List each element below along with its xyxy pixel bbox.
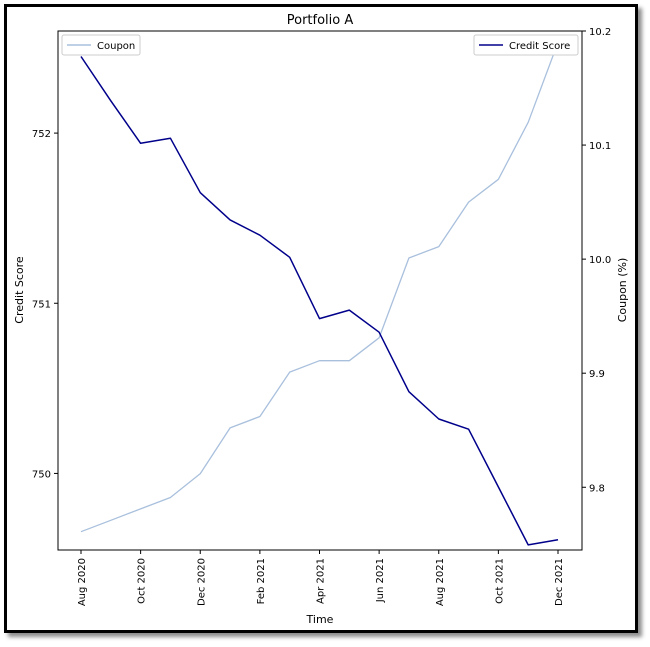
left-tick-label: 751 — [32, 299, 51, 310]
right-tick-label: 10.2 — [589, 27, 611, 38]
credit-score-line — [80, 56, 559, 546]
x-tick-label: Aug 2021 — [435, 558, 446, 606]
legend-coupon: Coupon — [61, 34, 141, 56]
legend-credit-score-label: Credit Score — [509, 41, 570, 52]
right-tick-label: 10.0 — [589, 255, 611, 266]
left-tick-label: 752 — [32, 129, 51, 140]
x-tick-label: Jun 2021 — [375, 558, 386, 603]
x-axis-label: Time — [306, 613, 334, 626]
legend-credit-score: Credit Score — [473, 34, 579, 56]
x-tick-label: Dec 2020 — [196, 558, 207, 606]
right-tick-label: 10.1 — [589, 141, 611, 152]
axis-ticks: Aug 2020 Oct 2020 Dec 2020 Feb 2021 Apr 2021… — [32, 27, 611, 606]
legend-coupon-label: Coupon — [97, 41, 135, 52]
x-tick-label: Oct 2020 — [137, 558, 148, 604]
right-tick-label: 9.9 — [589, 369, 605, 380]
x-tick-label: Feb 2021 — [256, 558, 267, 604]
plot-area — [57, 30, 583, 551]
x-tick-label: Oct 2021 — [494, 558, 505, 604]
chart-title: Portfolio A — [287, 13, 354, 28]
x-tick-label: Apr 2021 — [316, 558, 327, 604]
x-tick-label: Aug 2020 — [77, 558, 88, 606]
legend-credit-score-box — [473, 34, 579, 56]
left-tick-label: 750 — [32, 469, 51, 480]
coupon-line — [80, 42, 559, 533]
left-axis-label: Credit Score — [13, 256, 26, 324]
series-lines — [80, 42, 559, 546]
x-tick-label: Dec 2021 — [554, 558, 565, 606]
right-axis-label: Coupon (%) — [616, 258, 629, 323]
legend-coupon-box — [61, 34, 141, 56]
right-tick-label: 9.8 — [589, 483, 605, 494]
